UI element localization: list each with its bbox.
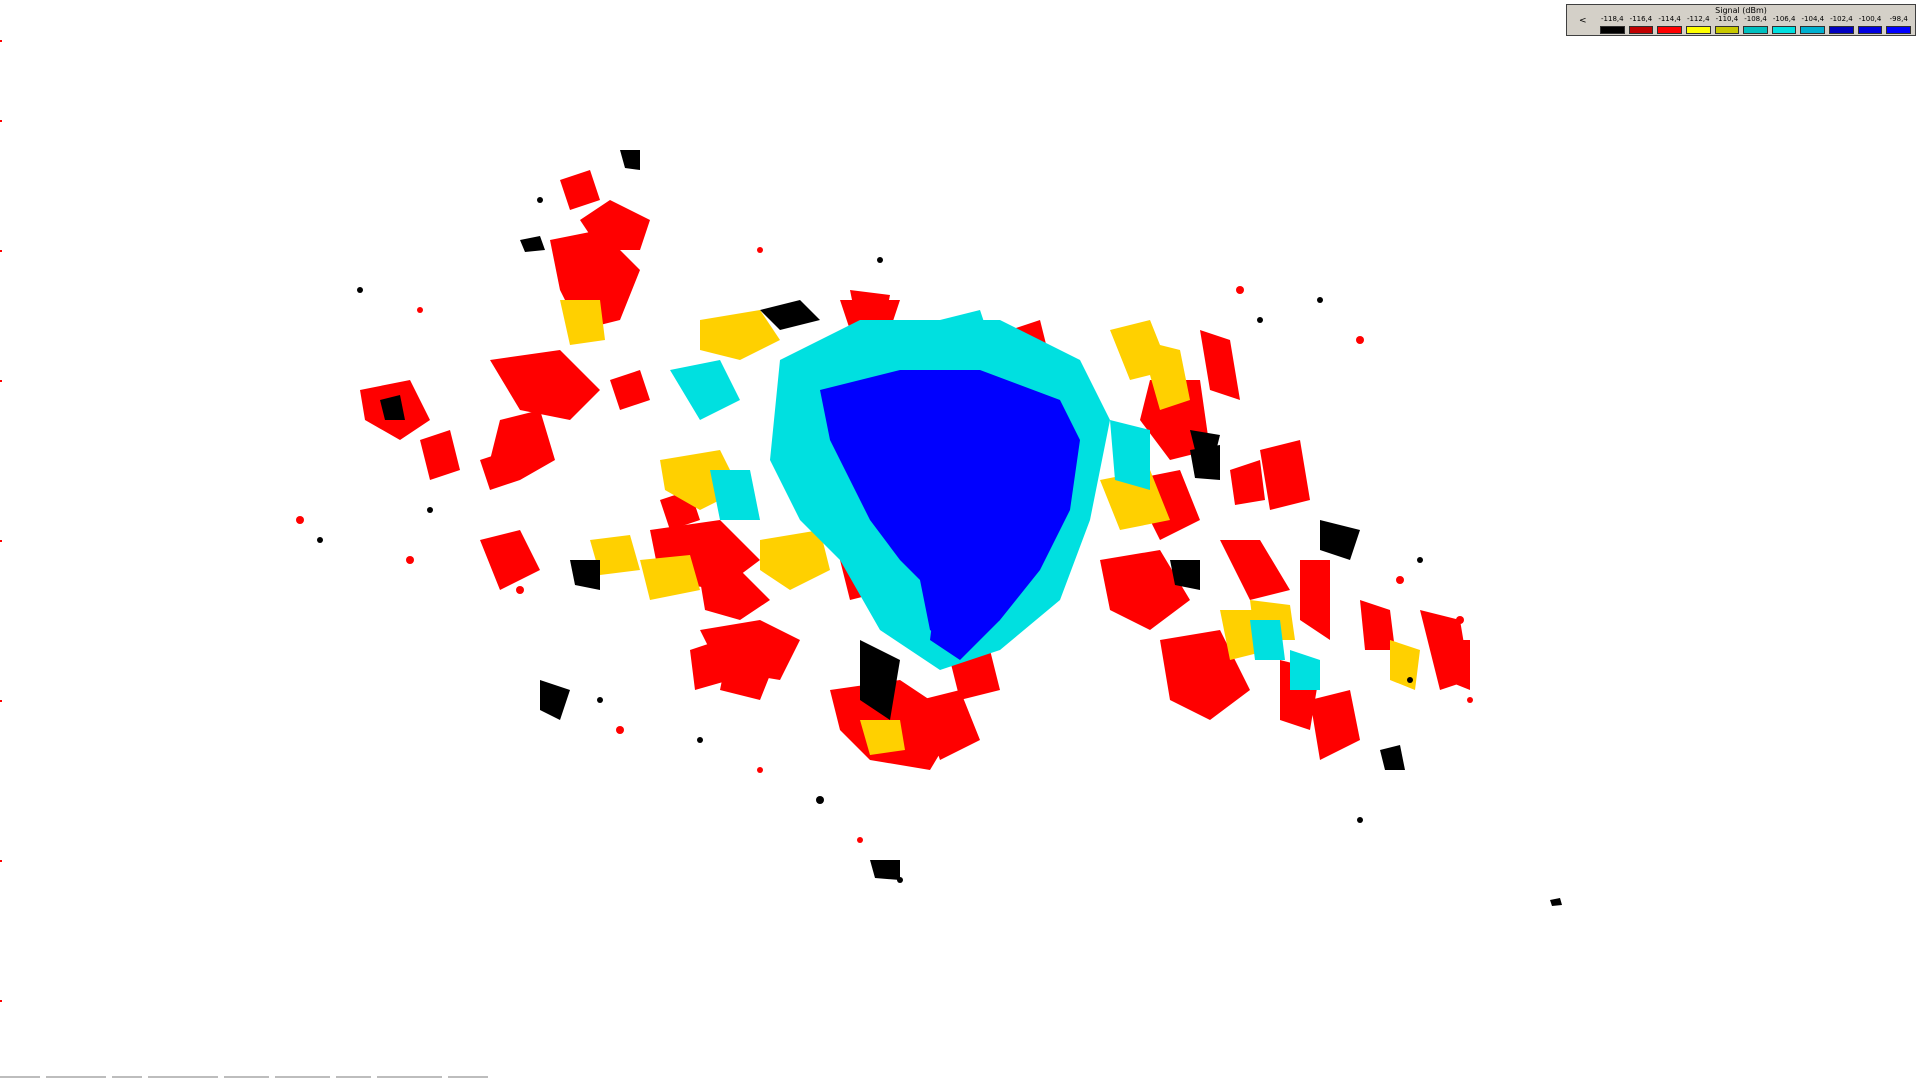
- coverage-marginal-layer: [560, 300, 1420, 755]
- legend-color-swatch: [1657, 26, 1682, 34]
- legend-color-swatch: [1886, 26, 1912, 34]
- signal-legend[interactable]: Signal (dBm) < -118,4 -116,4 -114,4 -112,4-…: [1566, 4, 1916, 36]
- legend-bin-label: -112,4: [1686, 15, 1710, 23]
- legend-color-swatch: [1857, 26, 1883, 34]
- legend-title: Signal (dBm): [1715, 6, 1767, 15]
- status-strip: [0, 1074, 520, 1080]
- legend-bin: -110,4: [1713, 15, 1742, 35]
- legend-color-swatch: [1714, 26, 1740, 34]
- legend-bin-label: -100,4: [1858, 15, 1882, 23]
- legend-bin-label: -116,4: [1629, 15, 1653, 23]
- legend-bin-label: -98,4: [1889, 15, 1908, 23]
- legend-collapse-arrow-icon[interactable]: <: [1579, 16, 1587, 26]
- legend-bin-label: -114,4: [1658, 15, 1681, 23]
- map-edge-marks: [0, 0, 3, 1080]
- legend-bin-label: -104,4: [1801, 15, 1825, 23]
- legend-color-swatch: [1685, 26, 1711, 34]
- legend-color-swatch: [1743, 26, 1768, 34]
- legend-bin: -112,4: [1684, 15, 1713, 35]
- coverage-strong-layer: [820, 370, 1080, 660]
- legend-bins: -118,4 -116,4 -114,4 -112,4 -110,4 -108,4 -106…: [1598, 15, 1913, 35]
- coverage-very-weak-layer: [380, 150, 1562, 906]
- legend-bin: -100,4: [1856, 15, 1885, 35]
- coverage-scatter-layer: [296, 197, 1473, 883]
- legend-color-swatch: [1771, 26, 1797, 34]
- legend-color-swatch: [1829, 26, 1854, 34]
- legend-bin: -114,4: [1655, 15, 1684, 35]
- legend-bin: -118,4: [1598, 15, 1627, 35]
- legend-color-swatch: [1600, 26, 1625, 34]
- legend-bin: -102,4: [1827, 15, 1856, 35]
- legend-bin-label: -102,4: [1830, 15, 1853, 23]
- legend-bin: -106,4: [1770, 15, 1799, 35]
- legend-bin: -108,4: [1741, 15, 1770, 35]
- legend-bin: -104,4: [1798, 15, 1827, 35]
- legend-bin-label: -106,4: [1772, 15, 1796, 23]
- legend-bin-label: -110,4: [1715, 15, 1739, 23]
- legend-bin-label: -118,4: [1601, 15, 1624, 23]
- legend-color-swatch: [1628, 26, 1654, 34]
- legend-bin: -98,4: [1884, 15, 1913, 35]
- legend-bin: -116,4: [1627, 15, 1656, 35]
- legend-color-swatch: [1800, 26, 1826, 34]
- legend-bin-label: -108,4: [1744, 15, 1767, 23]
